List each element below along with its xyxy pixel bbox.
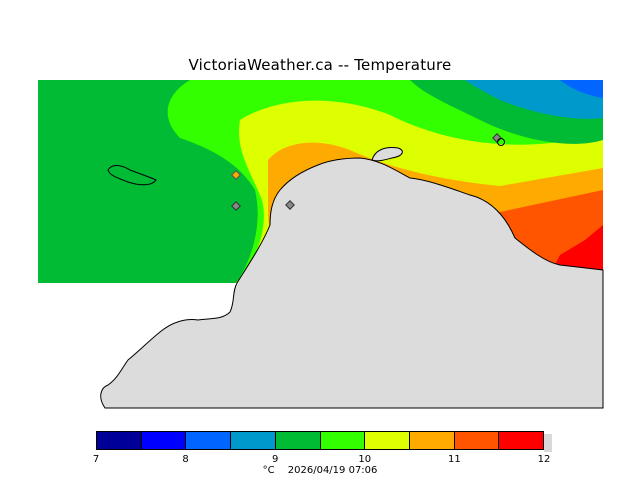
- legend-caption: °C 2026/04/19 07:06: [0, 465, 640, 476]
- station-1: [231, 170, 241, 180]
- land-islet: [107, 165, 157, 186]
- legend-swatch: [275, 432, 321, 449]
- station-4-ring: [497, 138, 505, 146]
- land-mainland: [100, 157, 604, 409]
- legend-tick-label: 9: [272, 454, 279, 465]
- legend-timestamp: 2026/04/19 07:06: [287, 465, 378, 476]
- legend-tick-label: 8: [182, 454, 189, 465]
- legend-swatch: [97, 432, 142, 449]
- legend-shadow: [544, 434, 552, 452]
- legend-swatch: [409, 432, 455, 449]
- temperature-legend: [96, 431, 544, 450]
- zone-8: [560, 80, 603, 98]
- legend-unit: °C: [262, 465, 275, 476]
- legend-swatch: [454, 432, 500, 449]
- station-3: [285, 200, 295, 210]
- page-title: VictoriaWeather.ca -- Temperature: [188, 56, 452, 74]
- legend-swatch: [186, 432, 232, 449]
- legend-swatch: [141, 432, 187, 449]
- legend-tick-label: 11: [448, 454, 461, 465]
- legend-swatch: [231, 432, 276, 449]
- legend-tick-label: 12: [537, 454, 551, 465]
- station-2: [231, 201, 241, 211]
- station-4: [492, 133, 502, 143]
- legend-swatch: [499, 432, 544, 449]
- legend-swatch: [320, 432, 366, 449]
- land-peninsula: [371, 147, 403, 162]
- zone-8-5: [465, 80, 603, 119]
- legend-tick-label: 10: [358, 454, 372, 465]
- legend-tick-label: 7: [92, 454, 100, 465]
- legend-swatch: [365, 432, 410, 449]
